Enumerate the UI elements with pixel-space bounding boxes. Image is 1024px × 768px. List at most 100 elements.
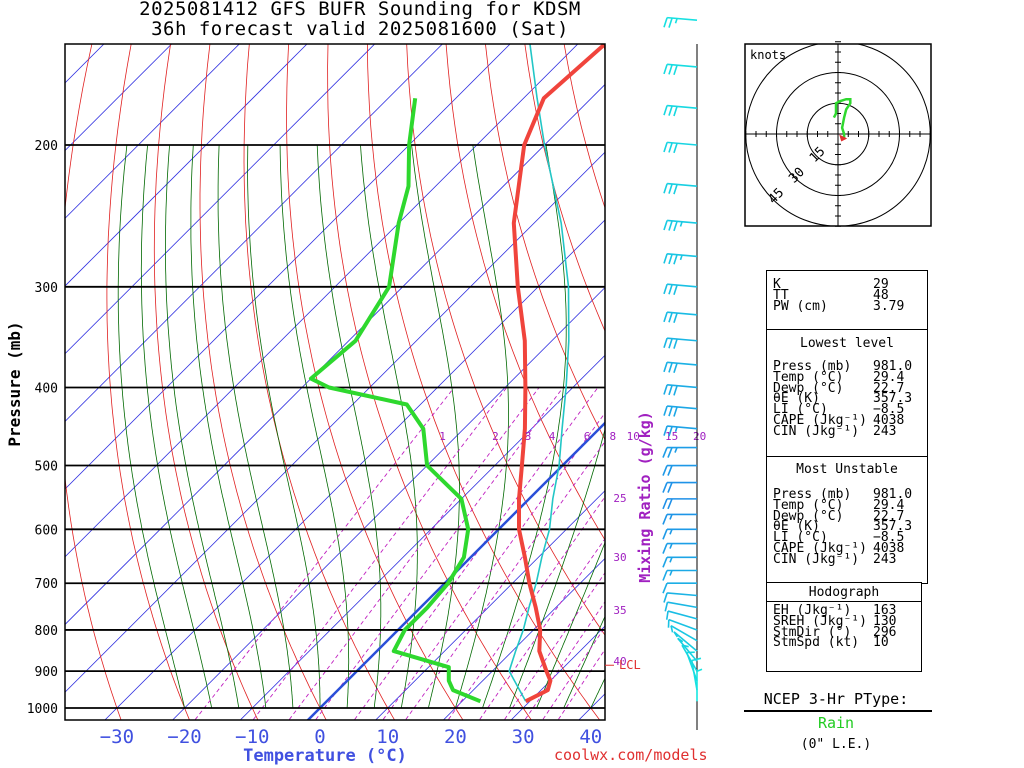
most-unstable-row: CIN (Jkg⁻¹) 243 [773, 553, 927, 566]
most-unstable-value: 981.0 [873, 487, 913, 502]
mixing-ratio-label: 30 [613, 551, 626, 564]
storm-motion-marker [839, 134, 848, 142]
wind-barb-staff [670, 625, 698, 642]
wind-barb-half [669, 514, 673, 520]
wind-barb-flag [670, 625, 674, 633]
wind-barb-half [669, 543, 673, 549]
hodograph-indices-panel: Hodograph EH (Jkg⁻¹) 163 SREH (Jkg⁻¹) 130 St… [766, 582, 922, 672]
wind-barb-flag [668, 362, 673, 373]
wind-barb-half [669, 570, 673, 576]
mixing-ratio-label: 2 [492, 430, 499, 443]
most-unstable-row: CAPE (Jkg⁻¹) 4038 [773, 541, 927, 556]
dry-adiabat-line [327, 44, 532, 720]
wind-barb-flag [665, 610, 669, 620]
moist-adiabat-line [190, 144, 267, 709]
wind-barb-flag [662, 482, 668, 493]
wind-barb-half [674, 426, 678, 432]
wind-barb-flag [662, 582, 668, 594]
wind-barb-flag [673, 312, 678, 323]
parcel-trace [508, 44, 570, 702]
indices-panel: K 29 TT 48 PW (cm) 3.79 Lowest level Press (m… [766, 270, 928, 584]
zero-isotherm-line [306, 421, 605, 720]
lowest-level-label: Dewp (°C) [773, 380, 844, 396]
most-unstable-label: Dewp (°C) [773, 508, 844, 524]
lowest-level-row: CIN (Jkg⁻¹) 243 [773, 425, 927, 438]
wind-barb-flag [668, 64, 673, 75]
pressure-tick-label: 200 [35, 139, 58, 154]
hodograph-index-label: SREH (Jkg⁻¹) [773, 613, 867, 629]
wind-barb-flag [668, 284, 673, 295]
dry-adiabat-line [106, 44, 190, 720]
index-value: 3.79 [873, 298, 905, 314]
dry-adiabat-line [367, 44, 601, 720]
wind-barb-flag [663, 183, 668, 194]
wind-barb-flag [664, 601, 669, 612]
index-label: TT [773, 287, 789, 303]
isotherm-line [172, 287, 605, 720]
mixing-ratio-label: 40 [613, 655, 626, 668]
mixing-ratio-label: 35 [613, 604, 626, 617]
lowest-level-row: CAPE (Jkg⁻¹) 4038 [773, 413, 927, 428]
mixing-ratio-label: 3 [525, 430, 532, 443]
dry-adiabat-line [935, 0, 1024, 725]
lowest-level-row: Temp (°C) 29.4 [773, 369, 927, 385]
most-unstable-row: LI (°C) −8.5 [773, 531, 927, 544]
wind-barb-flag [662, 557, 668, 568]
wind-barb-flag [662, 570, 668, 581]
most-unstable-row: θE (K) 357.3 [773, 519, 927, 535]
temperature-tick-label: −30 [100, 726, 134, 748]
wind-barb-flag [663, 105, 668, 116]
wind-barb-flag [673, 254, 678, 265]
most-unstable-value: 29.4 [873, 497, 905, 513]
most-unstable-label: θE (K) [773, 519, 820, 535]
wind-barb-flag [673, 406, 678, 417]
pressure-tick-label: 300 [35, 281, 58, 296]
most-unstable-title: Most Unstable [796, 462, 898, 477]
temperature-tick-label: 10 [376, 726, 399, 748]
most-unstable-label: CAPE (Jkg⁻¹) [773, 541, 867, 556]
pressure-tick-label: 400 [35, 381, 58, 396]
most-unstable-row: Temp (°C) 29.4 [773, 497, 927, 513]
isotherm-line [0, 0, 178, 725]
wind-barb-half [674, 18, 678, 24]
temperature-trace [511, 44, 605, 704]
lowest-level-row: Dewp (°C) 22.7 [773, 380, 927, 396]
wind-barb-half [679, 254, 683, 261]
wind-barb-half [674, 447, 678, 453]
most-unstable-row: Press (mb) 981.0 [773, 487, 927, 502]
hodograph-index-value: 296 [873, 624, 897, 640]
isotherm-line [65, 44, 579, 558]
wind-barb-flag [662, 514, 668, 525]
hodograph-units-label: knots [750, 48, 786, 62]
chart-subtitle: 36h forecast valid 2025081600 (Sat) [151, 18, 569, 40]
temperature-tick-label: 30 [512, 726, 535, 748]
lowest-level-value: 4038 [873, 413, 905, 428]
hodograph-index-label: EH (Jkg⁻¹) [773, 603, 852, 618]
mixing-ratio-line [447, 496, 605, 720]
mixing-ratio-title: Mixing Ratio (g/kg) [636, 411, 654, 583]
hodograph-index-row: EH (Jkg⁻¹) 163 [773, 603, 921, 618]
wind-barb-flag [668, 426, 673, 437]
wind-barb-flag [663, 311, 668, 323]
wind-barb-flag [667, 465, 673, 476]
index-row: K 29 [773, 278, 927, 291]
temperature-tick-label: −20 [167, 726, 201, 748]
wind-barb-flag [673, 631, 679, 638]
moist-adiabat-line [279, 144, 350, 709]
wind-barb-flag [673, 64, 678, 76]
wind-barb-flag [673, 385, 678, 396]
lowest-level-row: θE (K) 357.3 [773, 392, 927, 405]
lowest-level-value: 29.4 [873, 369, 905, 385]
wind-barb-flag [667, 498, 673, 510]
ptype-title: NCEP 3-Hr PType: [763, 690, 909, 708]
pressure-tick-label: 800 [35, 624, 58, 639]
most-unstable-value: 357.3 [873, 519, 913, 535]
wind-barb-flag [663, 220, 668, 231]
moist-adiabat-line [217, 144, 294, 709]
wind-barb-flag [677, 637, 684, 643]
lowest-level-value: 22.7 [873, 380, 905, 396]
moist-adiabat-line [411, 144, 460, 709]
hodograph-index-value: 10 [873, 635, 889, 651]
isotherm-line [65, 44, 376, 355]
